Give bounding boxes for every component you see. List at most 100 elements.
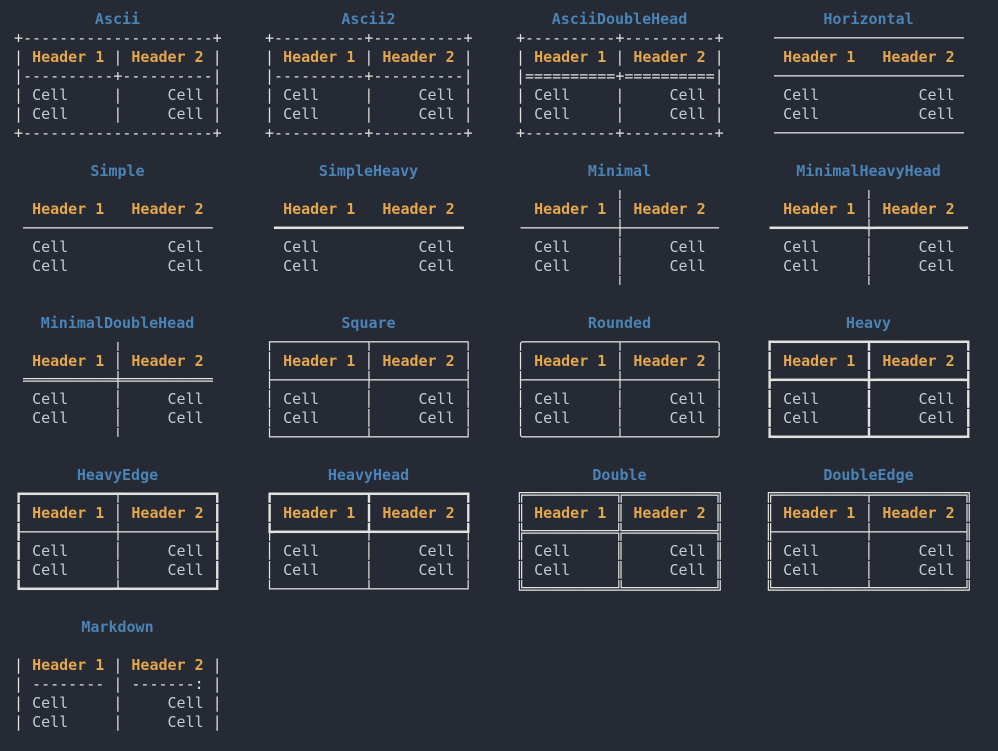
table-example-heavy: Heavy ┏━━━━━━━━━━┳━━━━━━━━━━┓ ┃ Header 1 … — [765, 314, 973, 447]
box-border-chars: │ — [355, 352, 383, 370]
box-border-chars — [14, 181, 222, 199]
table-box-art: ╭──────────┬──────────╮ │ Header 1 │ Hea… — [516, 333, 724, 447]
box-border-chars: ┃ — [14, 504, 33, 522]
table-box-art: ───────────────────── Header 1 Header 2 … — [765, 29, 972, 143]
box-border-chars: ───────────────────── — [765, 29, 973, 47]
box-border-chars — [68, 238, 167, 256]
box-border-chars: │ — [516, 390, 535, 408]
column-header: Header 2 — [131, 200, 204, 218]
box-border-chars: │ — [265, 561, 284, 579]
column-header: Header 1 — [32, 200, 105, 218]
column-header: Header 1 — [534, 352, 607, 370]
box-border-chars: │ — [265, 409, 284, 427]
cell-value: Cell — [669, 390, 706, 408]
box-border-chars — [265, 200, 283, 218]
column-header: Header 2 — [131, 504, 204, 522]
table-title: MinimalHeavyHead — [796, 162, 941, 180]
box-border-chars: ║ — [954, 542, 973, 560]
box-border-chars: ║ — [516, 542, 535, 560]
cell-value: Cell — [418, 561, 455, 579]
cell-value: Cell — [32, 561, 69, 579]
cell-value: Cell — [918, 561, 955, 579]
cell-value: Cell — [167, 105, 204, 123]
cell-value: Cell — [534, 409, 571, 427]
box-border-chars: ┃ — [765, 352, 784, 370]
cell-value: Cell — [167, 86, 204, 104]
cell-value: Cell — [32, 238, 69, 256]
box-border-chars — [204, 409, 222, 427]
cell-value: Cell — [783, 542, 820, 560]
box-border-chars: │ — [819, 542, 919, 560]
cell-value: Cell — [783, 257, 820, 275]
box-border-chars: ╵ — [14, 428, 222, 446]
cell-value: Cell — [783, 409, 820, 427]
box-border-chars: | -------- | -------: | — [14, 675, 222, 693]
box-border-chars: ║ — [606, 504, 634, 522]
box-border-chars: │ — [855, 200, 883, 218]
table-box-art: Header 1 Header 2 ───────────────────── … — [14, 181, 221, 295]
box-border-chars: │ — [454, 352, 473, 370]
box-border-chars — [14, 276, 222, 294]
box-border-chars — [14, 352, 32, 370]
column-header: Header 2 — [382, 200, 455, 218]
column-header: Header 2 — [131, 352, 204, 370]
column-header: Header 2 — [382, 504, 455, 522]
table-box-art: ╔══════════╤══════════╗ ║ Header 1 │ Hea… — [765, 485, 973, 599]
box-border-chars: | — [265, 105, 284, 123]
box-border-chars: │ — [319, 409, 419, 427]
box-border-chars: | — [570, 105, 670, 123]
box-border-chars — [455, 200, 473, 218]
table-title: Horizontal — [823, 10, 914, 28]
box-border-chars: ══════════╪══════════ — [14, 371, 222, 389]
box-border-chars: |==========+==========| — [516, 67, 724, 85]
box-border-chars: │ — [819, 257, 919, 275]
column-header: Header 2 — [882, 48, 955, 66]
box-border-chars — [265, 257, 283, 275]
box-border-chars: ║ — [954, 504, 973, 522]
box-border-chars: ╰──────────┴──────────╯ — [516, 428, 724, 446]
box-border-chars: | — [705, 86, 724, 104]
box-border-chars: ╚══════════╩══════════╝ — [516, 580, 724, 598]
box-border-chars: ╷ — [14, 333, 222, 351]
cell-value: Cell — [534, 238, 571, 256]
box-border-chars: ║ — [516, 504, 535, 522]
box-border-chars: | — [203, 86, 222, 104]
box-border-chars: +---------------------+ — [14, 124, 222, 142]
box-border-chars — [955, 238, 973, 256]
table-example-minimal-heavy-head: MinimalHeavyHead ╷ Header 1 │ Header 2 ╺… — [765, 162, 973, 295]
box-border-chars: │ — [705, 352, 724, 370]
box-border-chars: | — [265, 86, 284, 104]
column-header: Header 2 — [131, 656, 204, 674]
cell-value: Cell — [783, 105, 820, 123]
box-border-chars — [14, 637, 222, 655]
table-title: MinimalDoubleHead — [40, 314, 195, 332]
box-border-chars — [14, 409, 32, 427]
box-border-chars: ┃ — [819, 409, 919, 427]
box-border-chars: ───────────────────── — [765, 124, 973, 142]
cell-value: Cell — [918, 257, 955, 275]
table-example-markdown: Markdown | Header 1 | Header 2 | | -----… — [14, 618, 222, 751]
table-box-art: ┏━━━━━━━━━━┯━━━━━━━━━━┓ ┃ Header 1 │ Hea… — [14, 485, 222, 599]
box-border-chars: ║ — [570, 561, 670, 579]
box-border-chars: ┣━━━━━━━━━━╋━━━━━━━━━━┫ — [765, 371, 973, 389]
box-border-chars: ┃ — [954, 409, 973, 427]
table-title: HeavyEdge — [76, 466, 159, 484]
box-border-chars: ╟──────────┼──────────╢ — [765, 523, 973, 541]
box-border-chars: │ — [606, 352, 634, 370]
cell-value: Cell — [918, 86, 955, 104]
column-header: Header 2 — [882, 504, 955, 522]
box-border-chars: ║ — [570, 542, 670, 560]
box-border-chars — [516, 238, 534, 256]
table-title: Simple — [90, 162, 145, 180]
box-border-chars: | — [319, 105, 419, 123]
column-header: Header 1 — [783, 352, 856, 370]
box-border-chars — [765, 238, 783, 256]
box-border-chars — [706, 257, 724, 275]
box-border-chars: │ — [319, 561, 419, 579]
table-example-minimal-double-head: MinimalDoubleHead ╷ Header 1 │ Header 2 … — [14, 314, 221, 447]
box-border-chars: ┗━━━━━━━━━━┷━━━━━━━━━━┛ — [14, 580, 222, 598]
column-header: Header 2 — [882, 352, 955, 370]
table-box-art: ╷ Header 1 │ Header 2 ╶──────────┼──────… — [516, 181, 724, 295]
box-border-chars: │ — [819, 561, 919, 579]
table-title: HeavyHead — [327, 466, 410, 484]
